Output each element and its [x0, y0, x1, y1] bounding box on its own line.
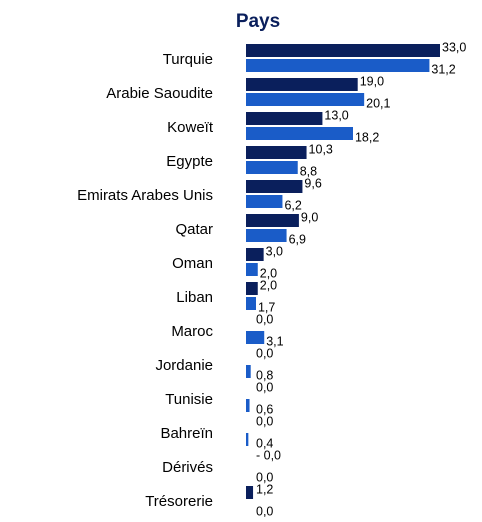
category-label: Egypte: [166, 153, 213, 170]
chart-title: Pays: [236, 11, 280, 32]
bar: [246, 161, 298, 174]
value-label: 6,9: [289, 232, 306, 246]
bar: [246, 229, 287, 242]
value-label: 20,1: [366, 96, 390, 110]
bar: [246, 112, 323, 125]
category-label: Oman: [172, 255, 213, 272]
category-label: Turquie: [163, 51, 213, 68]
category-label: Emirats Arabes Unis: [77, 187, 213, 204]
value-label: 13,0: [324, 108, 348, 122]
value-label: 3,0: [266, 244, 283, 258]
category-label: Dérivés: [162, 459, 213, 476]
value-label: 1,7: [258, 300, 275, 314]
value-label: 33,0: [442, 40, 466, 54]
bar: [246, 146, 307, 159]
category-label: Jordanie: [155, 357, 213, 374]
category-label: Liban: [176, 289, 213, 306]
value-label: - 0,0: [256, 448, 281, 462]
value-label: 31,2: [431, 62, 455, 76]
value-label: 3,1: [266, 334, 283, 348]
value-label: 2,0: [260, 266, 277, 280]
value-label: 0,8: [256, 368, 273, 382]
value-label: 0,0: [256, 470, 273, 484]
value-label: 19,0: [360, 74, 384, 88]
value-label: 0,6: [256, 402, 273, 416]
category-label: Tunisie: [165, 391, 213, 408]
value-label: 18,2: [355, 130, 379, 144]
value-label: 10,3: [309, 142, 333, 156]
value-label: 0,0: [256, 504, 273, 517]
bar: [246, 180, 303, 193]
bar: [246, 282, 258, 295]
category-label: Bahreïn: [160, 425, 213, 442]
category-label: Trésorerie: [145, 493, 213, 510]
bar: [246, 486, 254, 499]
category-label: Koweït: [167, 119, 214, 136]
bar: [246, 127, 353, 140]
bar: [246, 195, 283, 208]
bar: [246, 263, 258, 276]
bar: [246, 399, 250, 412]
bar: [246, 93, 365, 106]
value-label: 0,0: [256, 414, 273, 428]
value-label: 0,0: [256, 312, 273, 326]
value-label: 0,4: [256, 436, 273, 450]
value-label: 0,0: [256, 346, 273, 360]
bar: [246, 365, 251, 378]
value-label: 9,0: [301, 210, 318, 224]
bar: [246, 248, 264, 261]
bar: [246, 331, 265, 344]
value-label: 9,6: [304, 176, 321, 190]
value-label: 2,0: [260, 278, 277, 292]
category-label: Arabie Saoudite: [106, 85, 213, 102]
value-label: 8,8: [300, 164, 317, 178]
value-label: 1,2: [256, 482, 273, 496]
category-label: Qatar: [175, 221, 213, 238]
bar: [246, 78, 358, 91]
value-label: 0,0: [256, 380, 273, 394]
bar: [246, 44, 440, 57]
value-label: 6,2: [284, 198, 301, 212]
category-label: Maroc: [171, 323, 213, 340]
bar: [246, 214, 299, 227]
bar: [246, 59, 430, 72]
bar: [246, 297, 256, 310]
bar: [246, 433, 249, 446]
